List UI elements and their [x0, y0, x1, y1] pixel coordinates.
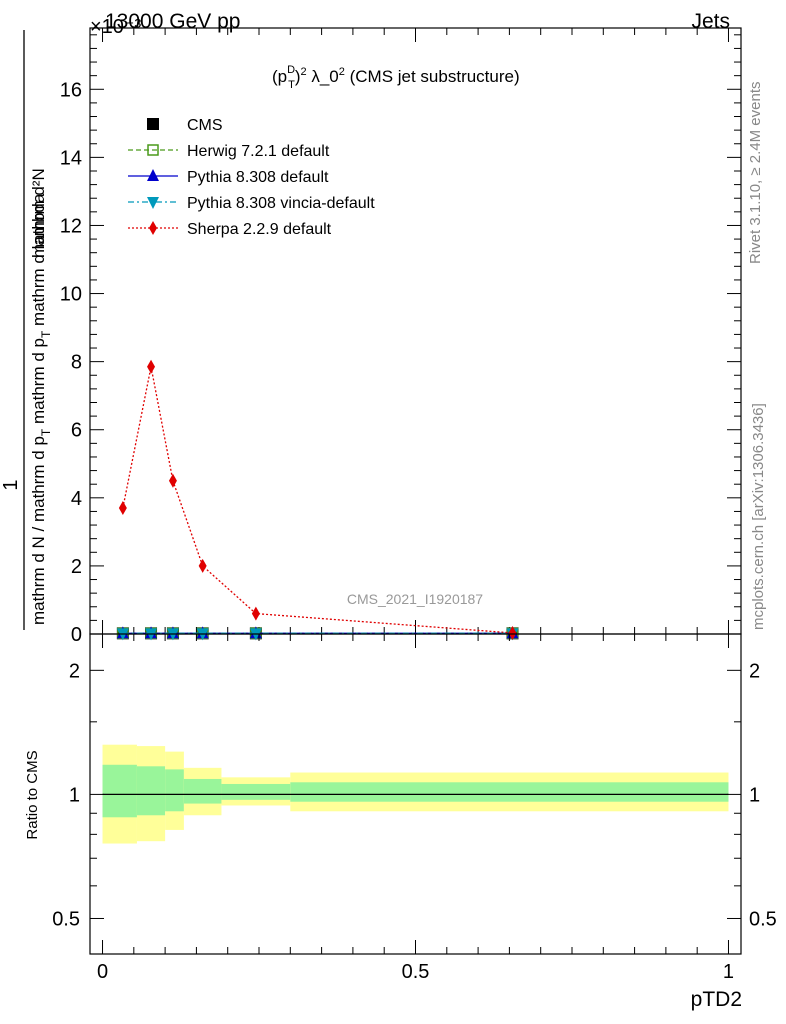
data-point [198, 558, 207, 573]
title-sub-t: T [288, 79, 295, 91]
mcplots-label: mcplots.cern.ch [arXiv:1306.3436] [750, 403, 767, 630]
ratio-inner-band [183, 778, 222, 804]
svg-text:mathrm d N / mathrm d pT mathr: mathrm d N / mathrm d pT mathrm d pT mat… [29, 193, 53, 625]
y-title-numerator-one: 1 [0, 479, 22, 490]
main-y-tick-label: 14 [60, 147, 82, 169]
ratio-bands [102, 744, 729, 844]
main-y-tick-label: 6 [71, 420, 82, 442]
ratio-y-tick-label-left: 1 [69, 784, 80, 806]
legend-entry: Pythia 8.308 vincia-default [128, 195, 375, 212]
series-line [122, 366, 513, 634]
legend-marker [147, 118, 159, 130]
process-label: Jets [691, 10, 730, 33]
y-title-den-c: mathrm d lambda [29, 193, 48, 331]
main-y-axis-title: 1 mathrm d N / mathrm d pT mathrm d pT m… [0, 30, 53, 630]
main-y-tick-label: 0 [71, 624, 82, 646]
y-title-den-b: mathrm d p [29, 338, 48, 429]
legend-marker [147, 197, 159, 209]
title-sup-2a: 2 [300, 66, 306, 78]
title-mid: ) [295, 67, 301, 86]
legend-label: Pythia 8.308 vincia-default [187, 195, 375, 212]
y-title-den-a: mathrm d N / mathrm d p [29, 436, 48, 625]
ratio-inner-band [165, 769, 184, 812]
legend-entry: Sherpa 2.2.9 default [128, 221, 332, 238]
legend-entry: Pythia 8.308 default [128, 169, 329, 186]
ratio-axes: 0.5 0.5 1 1 2 2 0 0.5 1 [52, 634, 777, 983]
legend-marker [147, 169, 159, 181]
title-sup-2b: 2 [339, 66, 345, 78]
ratio-inner-band [221, 783, 291, 800]
main-y-tick-label: 10 [60, 284, 82, 306]
series-layer [116, 359, 519, 641]
y-title-sub-t2: T [39, 330, 53, 338]
ratio-inner-band [136, 766, 166, 816]
chart-title: (pD T)2 λ_02 (CMS jet substructure) [272, 64, 520, 91]
data-point [168, 473, 177, 488]
rivet-version-label: Rivet 3.1.10, ≥ 2.4M events [747, 82, 764, 265]
main-y-tick-label: 16 [60, 79, 82, 101]
series-4 [118, 359, 517, 640]
main-y-tick-label: 4 [71, 488, 82, 510]
data-point [118, 501, 127, 516]
data-point [147, 359, 156, 374]
title-base: (p [272, 67, 287, 86]
ratio-y-tick-label-right: 0.5 [749, 908, 777, 930]
legend-entry: Herwig 7.2.1 default [128, 143, 330, 160]
legend-label: Sherpa 2.2.9 default [187, 221, 332, 238]
ratio-y-tick-label-right: 2 [749, 660, 760, 682]
energy-label: 13000 GeV pp [105, 10, 240, 33]
main-y-tick-label: 2 [71, 556, 82, 578]
x-tick-label: 0.5 [402, 961, 430, 983]
x-tick-label: 1 [723, 961, 734, 983]
legend-entry: CMS [147, 117, 223, 134]
main-y-tick-label: 12 [60, 215, 82, 237]
legend-label: Pythia 8.308 default [187, 169, 329, 186]
ratio-inner-band [290, 782, 729, 802]
data-point [508, 625, 517, 640]
legend: CMS Herwig 7.2.1 default Pythia 8.308 defa… [128, 117, 375, 238]
title-greek: λ_0 [307, 67, 339, 86]
y-title-sub-t1: T [39, 428, 53, 436]
main-axes: 0 2 4 6 8 10 12 14 16 [60, 28, 741, 646]
title-sup-d: D [287, 64, 295, 76]
analysis-watermark: CMS_2021_I1920187 [347, 591, 483, 607]
ratio-y-tick-label-left: 0.5 [52, 908, 80, 930]
y-title-inner-numerator: mathrm d²N [29, 168, 48, 258]
ratio-y-tick-label-right: 1 [749, 784, 760, 806]
data-point [251, 606, 260, 621]
legend-marker [147, 144, 159, 156]
legend-label: Herwig 7.2.1 default [187, 143, 330, 160]
title-tail: (CMS jet substructure) [345, 67, 520, 86]
x-tick-label: 0 [97, 961, 108, 983]
ratio-y-tick-label-left: 2 [69, 660, 80, 682]
x-axis-title: pTD2 [691, 988, 742, 1011]
ratio-inner-band [102, 764, 137, 818]
main-y-tick-label: 8 [71, 352, 82, 374]
legend-label: CMS [187, 117, 223, 134]
ratio-y-axis-title: Ratio to CMS [24, 750, 41, 839]
legend-marker [149, 221, 157, 235]
